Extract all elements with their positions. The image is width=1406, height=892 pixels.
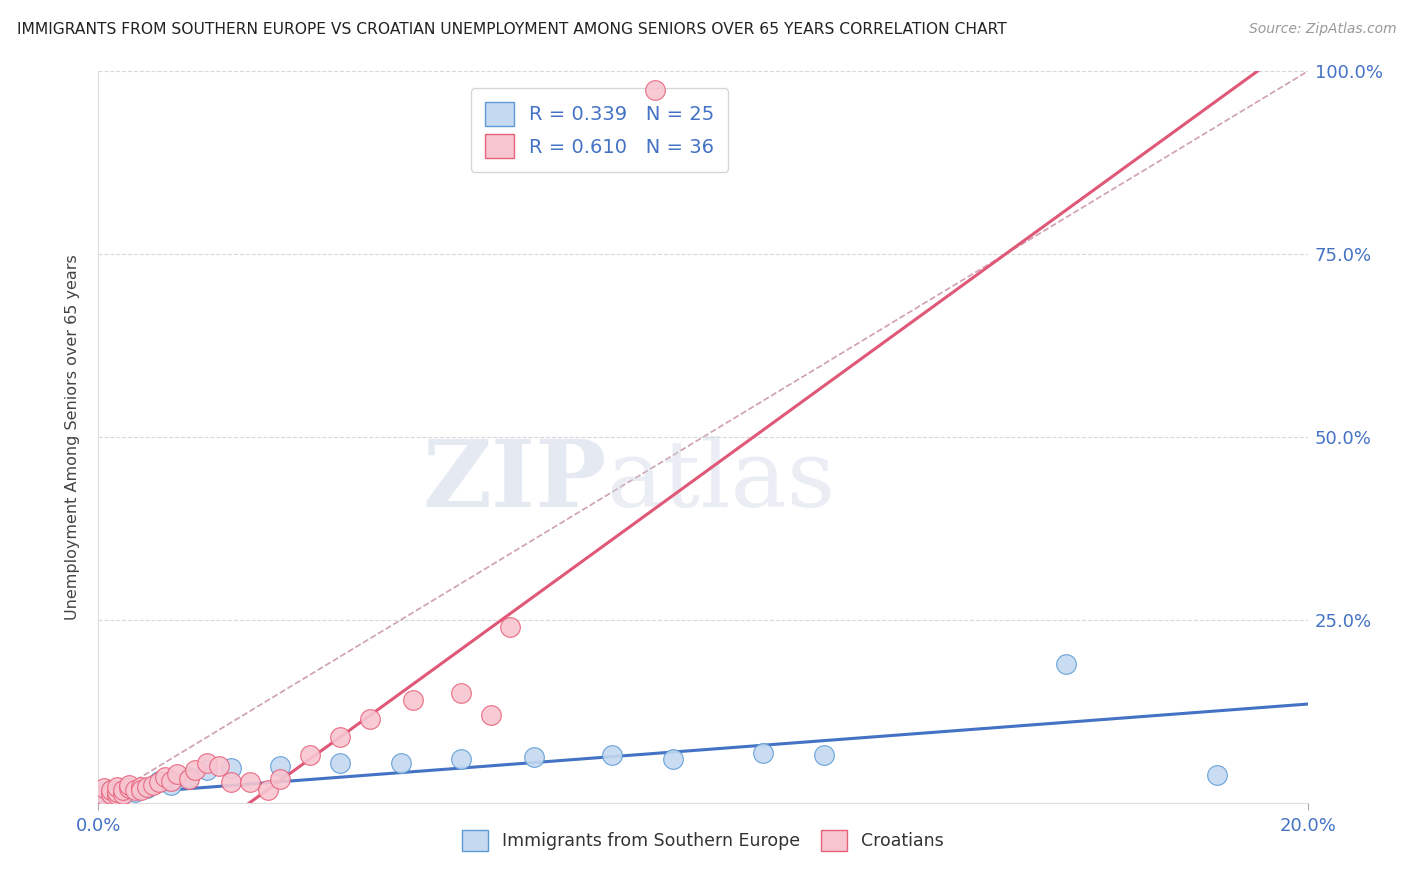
Point [124,782,146,797]
Text: Source: ZipAtlas.com: Source: ZipAtlas.com [1249,22,1396,37]
Point [111,782,134,797]
Point [602,748,624,763]
Point [124,785,146,799]
Point [129,780,152,794]
Point [450,686,472,700]
Point [105,789,128,803]
Point [269,772,291,787]
Point [813,748,835,763]
Point [153,770,176,784]
Point [662,752,685,766]
Point [93,785,115,799]
Legend: Immigrants from Southern Europe, Croatians: Immigrants from Southern Europe, Croatia… [454,822,952,860]
Point [111,787,134,801]
Point [1206,768,1229,782]
Point [256,782,278,797]
Point [402,693,425,707]
Point [93,789,115,803]
Point [166,766,188,780]
Point [523,750,546,764]
Point [135,780,157,794]
Point [195,756,218,770]
Point [142,777,165,792]
Point [752,746,775,760]
Point [221,761,243,775]
Text: ZIP: ZIP [422,436,606,526]
Text: IMMIGRANTS FROM SOUTHERN EUROPE VS CROATIAN UNEMPLOYMENT AMONG SENIORS OVER 65 Y: IMMIGRANTS FROM SOUTHERN EUROPE VS CROAT… [17,22,1007,37]
Point [179,770,201,784]
Point [148,773,170,788]
Point [299,748,322,763]
Point [644,83,666,97]
Point [329,756,352,770]
Point [105,785,128,799]
Point [148,775,170,789]
Point [111,787,134,801]
Point [118,782,141,797]
Point [481,708,503,723]
Point [129,782,152,797]
Point [100,782,122,797]
Point [93,789,115,803]
Point [135,781,157,796]
Point [118,781,141,796]
Point [1054,657,1077,671]
Point [498,620,520,634]
Text: atlas: atlas [606,436,835,526]
Point [360,712,382,726]
Point [239,775,262,789]
Point [450,752,472,766]
Point [160,777,183,792]
Point [93,781,115,796]
Point [105,785,128,799]
Point [269,759,291,773]
Point [105,780,128,794]
Point [100,782,122,797]
Point [195,763,218,777]
Point [184,763,207,777]
Point [160,773,183,788]
Point [389,756,412,770]
Point [179,772,201,787]
Point [118,777,141,792]
Point [100,787,122,801]
Point [208,759,231,773]
Y-axis label: Unemployment Among Seniors over 65 years: Unemployment Among Seniors over 65 years [65,254,80,620]
Point [100,789,122,803]
Point [329,730,352,744]
Point [221,775,243,789]
